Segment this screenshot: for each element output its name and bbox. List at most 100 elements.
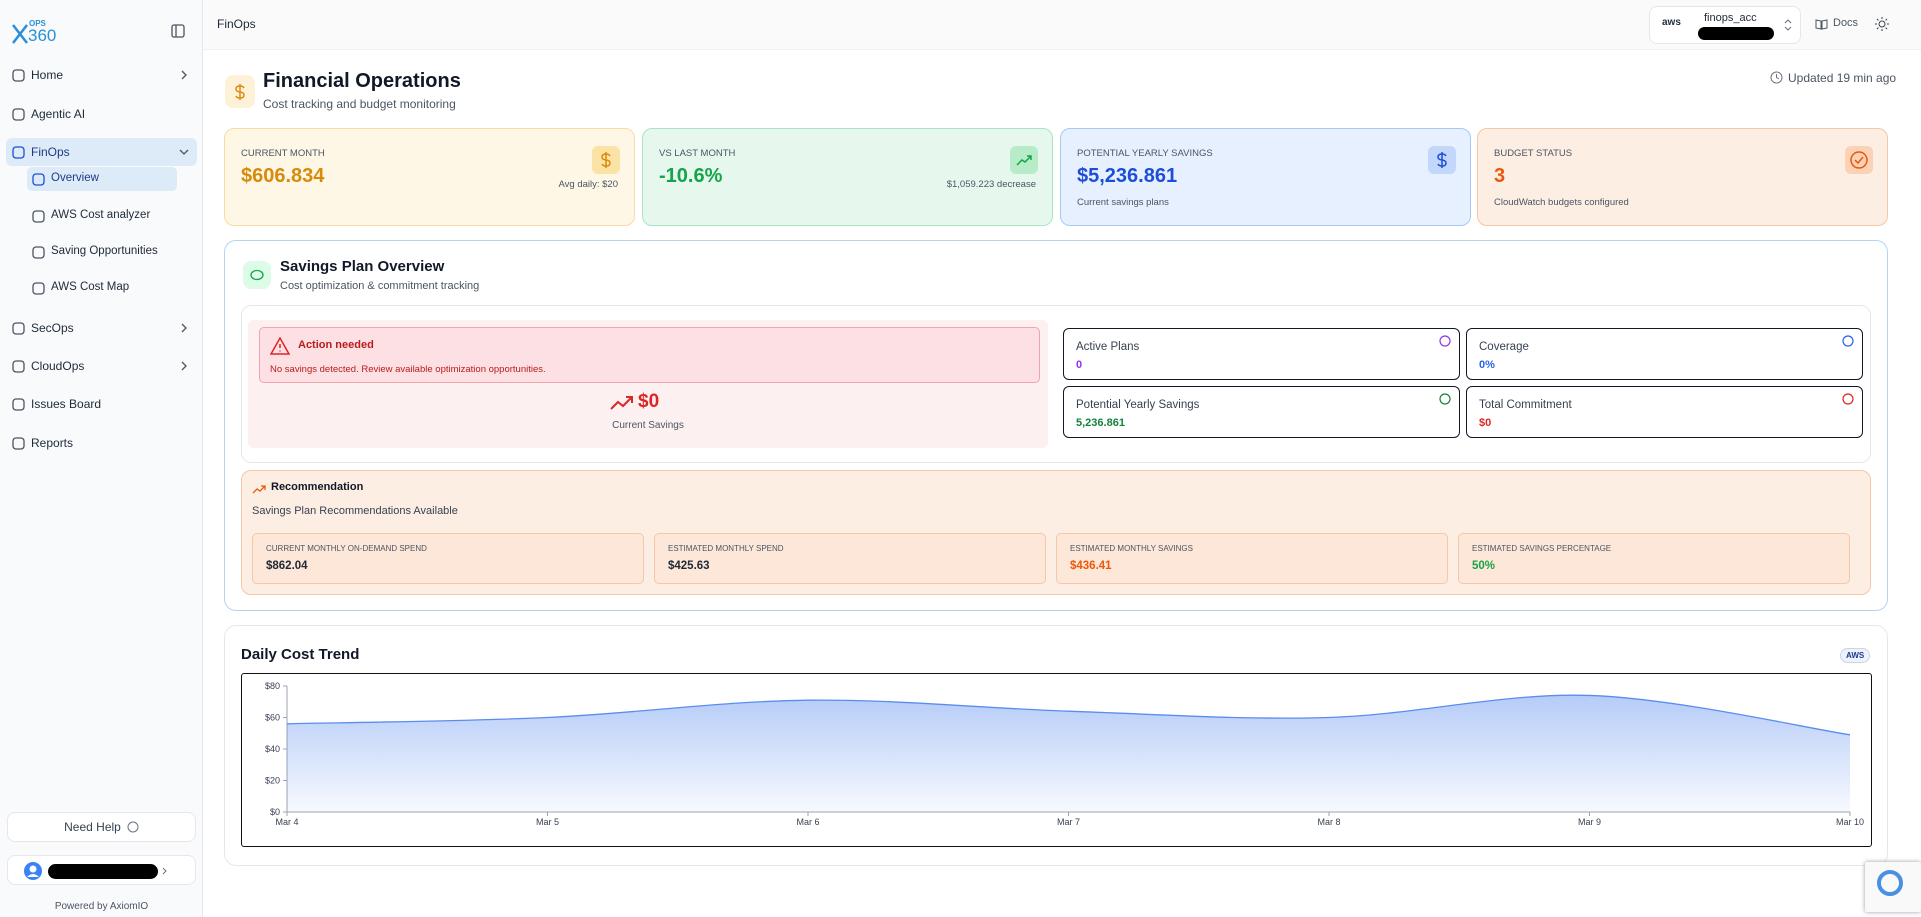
selector-icon (1784, 19, 1792, 31)
kpi-label: POTENTIAL YEARLY SAVINGS (1077, 148, 1213, 159)
chevron (181, 361, 187, 371)
metric-card: Coverage 0% (1466, 328, 1863, 380)
recommendation-label: ESTIMATED SAVINGS PERCENTAGE (1472, 544, 1612, 553)
recommendation-item: ESTIMATED MONTHLY SPEND $425.63 (654, 533, 1046, 584)
metric-icon-shape (1842, 393, 1854, 405)
sidebar: OPS 360 Home Agentic AI FinOps Overview AWS … (0, 0, 203, 917)
kpi-glyph (1437, 152, 1447, 168)
chart-panel: Daily Cost Trend AWS $0 $20 $40 $60 $80 Mar 4… (224, 625, 1888, 866)
x-tick-label: Mar 6 (796, 817, 819, 827)
docs-icon (1815, 19, 1828, 30)
recommendation-box: Recommendation Savings Plan Recommendati… (241, 470, 1871, 595)
metric-card: Active Plans 0 (1063, 328, 1460, 380)
logo-small: OPS (29, 19, 46, 28)
trend-icon (252, 485, 266, 494)
dollar-icon (235, 83, 245, 100)
current-savings-value: $0 (638, 391, 660, 412)
x-tick-label: Mar 4 (275, 817, 298, 827)
nav-item[interactable]: Agentic AI (6, 100, 197, 128)
metric-value: 0 (1076, 359, 1083, 371)
alert-box: Action needed No savings detected. Revie… (259, 327, 1040, 383)
help-button[interactable]: Need Help (7, 812, 196, 842)
nav-item[interactable]: Home (6, 61, 197, 89)
icon-shape (12, 322, 25, 335)
section-subtitle: Cost optimization & commitment tracking (280, 280, 480, 292)
metric-icon (1439, 393, 1451, 405)
recommendation-subtitle: Savings Plan Recommendations Available (252, 505, 458, 517)
clock-icon (1770, 71, 1783, 84)
chevron-shape (181, 70, 187, 80)
chart-badge: AWS (1840, 648, 1871, 663)
piggy-glyph (250, 269, 264, 281)
kpi-card: POTENTIAL YEARLY SAVINGS $5,236.861 Curren… (1060, 128, 1471, 226)
theme-toggle[interactable] (1875, 17, 1889, 31)
subnav-item[interactable]: AWS Cost Map (27, 276, 177, 300)
subnav-item[interactable]: AWS Cost analyzer (27, 204, 177, 228)
user-menu[interactable] (7, 855, 196, 885)
x-tick-label: Mar 8 (1317, 817, 1340, 827)
collapse-button[interactable] (171, 24, 185, 38)
metric-card: Potential Yearly Savings 5,236.861 (1063, 386, 1460, 438)
recaptcha-icon (1877, 870, 1903, 896)
nav-item[interactable]: SecOps (6, 314, 197, 342)
chevron-shape (181, 361, 187, 371)
nav-item[interactable]: Issues Board (6, 390, 197, 418)
logo-main: 360 (28, 26, 57, 45)
docs-link[interactable]: Docs (1833, 17, 1859, 29)
metric-value: 0% (1479, 359, 1495, 371)
area-line (286, 694, 1851, 736)
metric-icon (1842, 393, 1854, 405)
subnav-item[interactable]: Saving Opportunities (27, 240, 177, 264)
breadcrumb: FinOps (217, 17, 256, 31)
recommendation-label: ESTIMATED MONTHLY SAVINGS (1070, 544, 1193, 553)
x-tick-label: Mar 7 (1057, 817, 1080, 827)
nav-label: FinOps (31, 145, 70, 159)
recaptcha-badge[interactable] (1865, 862, 1921, 912)
glyph (1850, 151, 1868, 169)
nav-label: SecOps (31, 321, 74, 335)
kpi-value: -10.6% (659, 165, 723, 187)
nav-icon (12, 69, 25, 82)
kpi-label: CURRENT MONTH (241, 148, 325, 159)
metric-value: $0 (1479, 417, 1492, 429)
chevron-shape (181, 323, 187, 333)
nav-icon (12, 360, 25, 373)
nav-item[interactable]: FinOps (6, 138, 197, 166)
kpi-value: $606.834 (241, 165, 325, 187)
recommendation-value: $425.63 (668, 560, 710, 572)
nav-icon (32, 282, 45, 295)
metric-icon (1842, 335, 1854, 347)
subnav-item[interactable]: Overview (27, 167, 177, 191)
alert-title: Action needed (298, 339, 374, 351)
glyph (1437, 152, 1447, 168)
icon-shape (12, 398, 25, 411)
metric-label: Potential Yearly Savings (1076, 399, 1200, 411)
glyph (1016, 155, 1032, 166)
plan-summary: Action needed No savings detected. Revie… (241, 305, 1871, 463)
icon-shape (12, 437, 25, 450)
nav-label: Issues Board (31, 397, 102, 411)
nav-item[interactable]: Reports (6, 429, 197, 457)
page-subtitle: Cost tracking and budget monitoring (263, 97, 456, 111)
subnav-label: AWS Cost analyzer (51, 209, 151, 221)
y-tick-label: $80 (265, 681, 280, 691)
recommendation-value: $436.41 (1070, 560, 1112, 572)
glyph (601, 152, 611, 168)
nav-item[interactable]: CloudOps (6, 352, 197, 380)
chevron (162, 867, 167, 875)
chart-title: Daily Cost Trend (241, 646, 360, 663)
chevron (181, 70, 187, 80)
account-selector[interactable]: aws finops_acc (1649, 6, 1801, 44)
updated-time: Updated 19 min ago (1788, 71, 1897, 85)
metric-icon-shape (1439, 335, 1451, 347)
nav-label: Agentic AI (31, 107, 86, 121)
metric-label: Total Commitment (1479, 399, 1572, 411)
kpi-icon (1428, 146, 1456, 174)
metric-label: Coverage (1479, 341, 1529, 353)
account-name: finops_acc (1704, 12, 1757, 24)
recommendation-item: ESTIMATED SAVINGS PERCENTAGE 50% (1458, 533, 1850, 584)
metric-icon-shape (1842, 335, 1854, 347)
recommendation-title: Recommendation (271, 481, 364, 493)
kpi-note: $1,059.223 decrease (946, 179, 1036, 190)
